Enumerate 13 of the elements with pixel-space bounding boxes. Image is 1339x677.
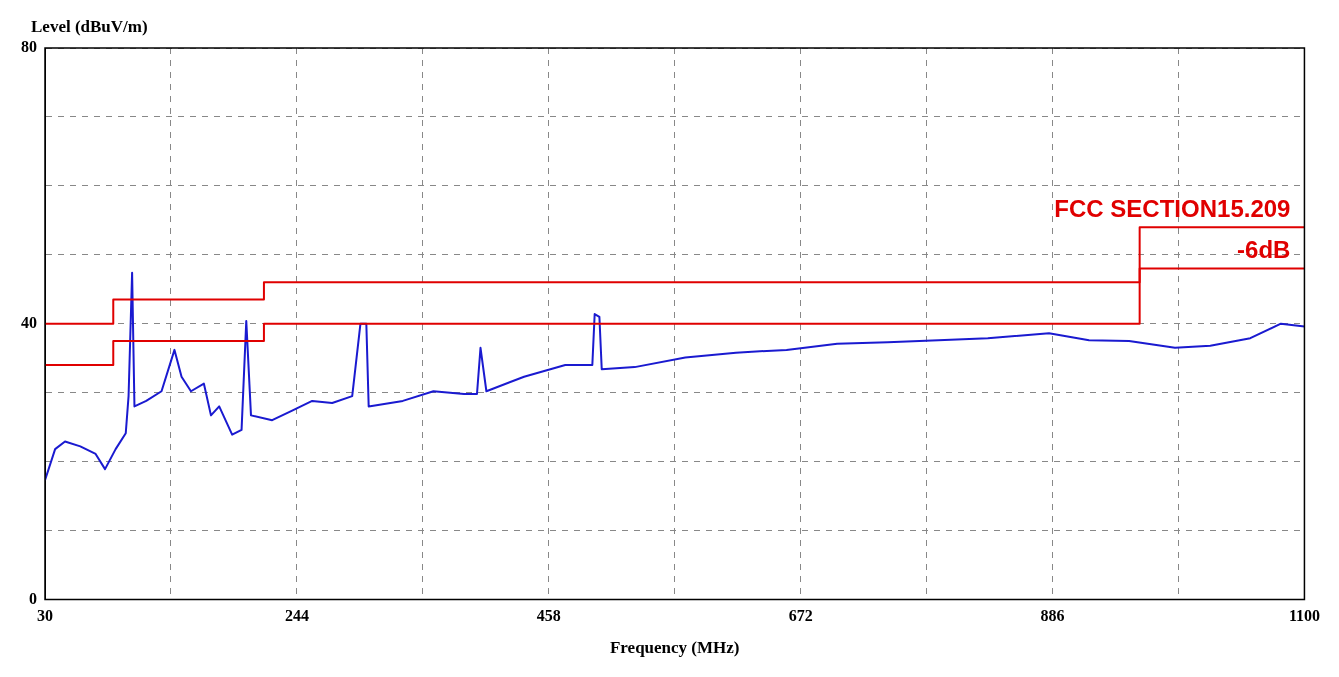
y-tick-label: 0	[29, 589, 37, 607]
x-tick-label: 1100	[1288, 607, 1320, 625]
series-label: -6dB	[1237, 236, 1291, 264]
y-tick-label: 80	[21, 38, 37, 56]
y-tick-label: 40	[21, 313, 37, 331]
x-tick-label: 458	[536, 607, 561, 625]
x-tick-label: 672	[788, 607, 813, 625]
series-label: FCC SECTION15.209	[1054, 194, 1291, 222]
y-axis-title: Level (dBuV/m)	[31, 16, 148, 36]
x-tick-label: 244	[284, 607, 309, 625]
x-tick-label: 30	[37, 607, 53, 625]
x-tick-label: 886	[1040, 607, 1065, 625]
x-axis-title: Frequency (MHz)	[609, 638, 740, 658]
